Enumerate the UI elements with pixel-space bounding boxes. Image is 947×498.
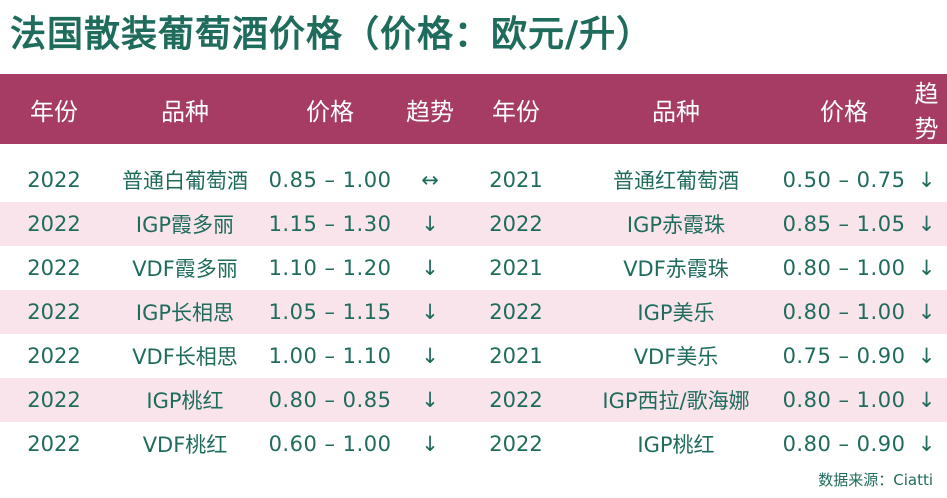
table-row: 2022 VDF桃红 0.60 – 1.00 ↓ 2022 IGP桃红 0.80…: [0, 422, 947, 466]
header-year-left: 年份: [0, 74, 108, 144]
price-cell: 0.80 – 1.00: [782, 378, 906, 422]
variety-cell: IGP桃红: [108, 378, 262, 422]
year-cell: 2022: [462, 290, 570, 334]
header-variety-right: 品种: [570, 74, 782, 144]
price-cell: 0.80 – 0.90: [782, 422, 906, 466]
variety-cell: VDF长相思: [108, 334, 262, 378]
trend-cell: ↓: [398, 378, 462, 422]
page-title: 法国散装葡萄酒价格（价格：欧元/升）: [10, 14, 654, 55]
wine-price-table: 年份 品种 价格 趋势 年份 品种 价格 趋势 2022 普通白葡萄酒 0.85…: [0, 74, 947, 466]
trend-cell: ↓: [906, 334, 947, 378]
year-cell: 2022: [462, 378, 570, 422]
variety-cell: IGP桃红: [570, 422, 782, 466]
variety-cell: VDF霞多丽: [108, 246, 262, 290]
price-cell: 0.60 – 1.00: [262, 422, 398, 466]
header-price-left: 价格: [262, 74, 398, 144]
trend-cell: ↓: [398, 290, 462, 334]
price-cell: 0.75 – 0.90: [782, 334, 906, 378]
year-cell: 2022: [0, 422, 108, 466]
variety-cell: VDF桃红: [108, 422, 262, 466]
header-year-right: 年份: [462, 74, 570, 144]
price-cell: 1.05 – 1.15: [262, 290, 398, 334]
variety-cell: VDF赤霞珠: [570, 246, 782, 290]
header-trend-right: 趋势: [906, 74, 947, 144]
price-cell: 0.80 – 1.00: [782, 290, 906, 334]
price-cell: 1.10 – 1.20: [262, 246, 398, 290]
table-header-row: 年份 品种 价格 趋势 年份 品种 价格 趋势: [0, 74, 947, 144]
trend-cell: ↓: [906, 202, 947, 246]
table-row: 2022 VDF长相思 1.00 – 1.10 ↓ 2021 VDF美乐 0.7…: [0, 334, 947, 378]
price-cell: 0.85 – 1.00: [262, 158, 398, 202]
variety-cell: IGP西拉/歌海娜: [570, 378, 782, 422]
price-cell: 0.80 – 0.85: [262, 378, 398, 422]
price-cell: 1.00 – 1.10: [262, 334, 398, 378]
trend-cell: ↓: [906, 378, 947, 422]
variety-cell: IGP长相思: [108, 290, 262, 334]
year-cell: 2021: [462, 246, 570, 290]
year-cell: 2022: [0, 378, 108, 422]
variety-cell: 普通红葡萄酒: [570, 158, 782, 202]
variety-cell: 普通白葡萄酒: [108, 158, 262, 202]
table-row: 2022 VDF霞多丽 1.10 – 1.20 ↓ 2021 VDF赤霞珠 0.…: [0, 246, 947, 290]
year-cell: 2022: [0, 158, 108, 202]
trend-cell: ↓: [398, 202, 462, 246]
variety-cell: VDF美乐: [570, 334, 782, 378]
header-price-right: 价格: [782, 74, 906, 144]
trend-cell: ↓: [906, 246, 947, 290]
table-row: 2022 普通白葡萄酒 0.85 – 1.00 ↔ 2021 普通红葡萄酒 0.…: [0, 158, 947, 202]
year-cell: 2021: [462, 158, 570, 202]
price-cell: 0.50 – 0.75: [782, 158, 906, 202]
trend-cell: ↓: [906, 158, 947, 202]
variety-cell: IGP霞多丽: [108, 202, 262, 246]
year-cell: 2022: [0, 334, 108, 378]
variety-cell: IGP美乐: [570, 290, 782, 334]
source-note: 数据来源：Ciatti: [818, 471, 933, 489]
trend-cell: ↓: [906, 290, 947, 334]
year-cell: 2022: [462, 422, 570, 466]
year-cell: 2022: [462, 202, 570, 246]
table-row: 2022 IGP长相思 1.05 – 1.15 ↓ 2022 IGP美乐 0.8…: [0, 290, 947, 334]
trend-cell: ↓: [398, 246, 462, 290]
year-cell: 2022: [0, 290, 108, 334]
table-row: 2022 IGP霞多丽 1.15 – 1.30 ↓ 2022 IGP赤霞珠 0.…: [0, 202, 947, 246]
price-cell: 0.80 – 1.00: [782, 246, 906, 290]
trend-cell: ↓: [398, 422, 462, 466]
trend-cell: ↓: [398, 334, 462, 378]
trend-cell: ↔: [398, 158, 462, 202]
header-trend-left: 趋势: [398, 74, 462, 144]
trend-cell: ↓: [906, 422, 947, 466]
table-spacer: [0, 144, 947, 158]
year-cell: 2022: [0, 246, 108, 290]
year-cell: 2022: [0, 202, 108, 246]
price-cell: 0.85 – 1.05: [782, 202, 906, 246]
year-cell: 2021: [462, 334, 570, 378]
table-row: 2022 IGP桃红 0.80 – 0.85 ↓ 2022 IGP西拉/歌海娜 …: [0, 378, 947, 422]
price-cell: 1.15 – 1.30: [262, 202, 398, 246]
header-variety-left: 品种: [108, 74, 262, 144]
variety-cell: IGP赤霞珠: [570, 202, 782, 246]
